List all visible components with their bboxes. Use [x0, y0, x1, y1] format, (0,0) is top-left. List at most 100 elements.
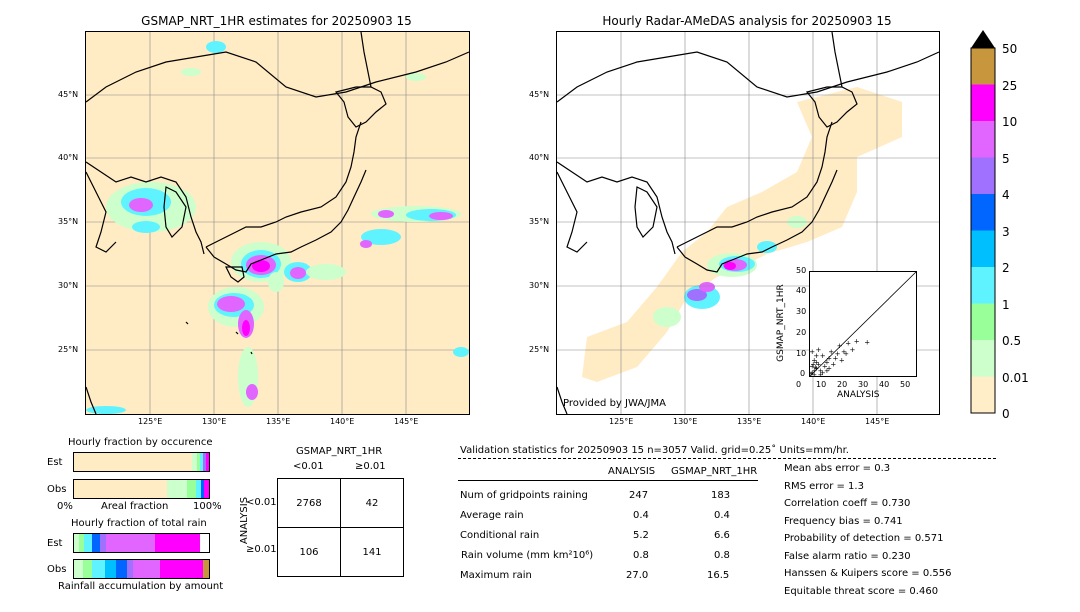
occurrence-axis-right: 100% — [193, 501, 222, 512]
total-rain-row-est: Est — [47, 538, 63, 549]
scatter-y-tick-0: 0 — [800, 369, 806, 378]
cb-label-2: 2 — [1002, 261, 1010, 275]
scatter-point: + — [864, 339, 870, 347]
contingency-row-lt: <0.01 — [246, 497, 277, 508]
stat-label-average: Average rain — [460, 510, 524, 521]
contingency-cell-ge-ge: 141 — [340, 527, 404, 577]
stat-gsmap-average: 0.4 — [714, 510, 730, 521]
contingency-cell-lt-ge: 42 — [340, 478, 404, 528]
score-frequency-bias: Frequency bias = 0.741 — [784, 516, 903, 527]
total-rain-est-bar — [73, 533, 210, 553]
scatter-x-tick-0: 0 — [796, 380, 802, 389]
stat-label-conditional: Conditional rain — [460, 530, 540, 541]
occurrence-obs-bar — [73, 479, 210, 499]
stat-analysis-maximum: 27.0 — [626, 570, 649, 581]
left-lon-140: 140°E — [330, 417, 355, 426]
score-ets: Equitable threat score = 0.460 — [784, 586, 939, 597]
stat-label-gridpoints: Num of gridpoints raining — [460, 490, 588, 501]
left-lat-30: 30°N — [58, 281, 79, 290]
total-rain-caption: Rainfall accumulation by amount — [58, 581, 224, 592]
right-lon-125: 125°E — [609, 417, 634, 426]
right-map: +++++++++++++++++++++++++++++++++++ Prov… — [556, 31, 940, 415]
occurrence-axis-left: 0% — [57, 501, 73, 512]
right-coastline — [557, 32, 939, 414]
scatter-point: + — [839, 356, 845, 364]
colorbar-block — [971, 230, 995, 268]
scatter-point: + — [813, 358, 819, 366]
stat-gsmap-volume: 0.8 — [714, 550, 730, 561]
colorbar-block — [971, 340, 995, 377]
contingency-col-header: GSMAP_NRT_1HR — [296, 446, 383, 457]
scatter-point: + — [811, 367, 817, 375]
stat-analysis-gridpoints: 247 — [629, 490, 649, 501]
right-lat-30: 30°N — [529, 281, 550, 290]
scatter-point: + — [811, 371, 817, 376]
occurrence-est-bar — [73, 452, 210, 472]
right-lon-140: 140°E — [801, 417, 826, 426]
cb-label-0: 0 — [1002, 407, 1010, 421]
contingency-cell-lt-lt: 2768 — [277, 478, 341, 528]
stat-gsmap-conditional: 6.6 — [714, 530, 730, 541]
right-lat-45: 45°N — [529, 90, 550, 99]
left-lat-25: 25°N — [58, 345, 79, 354]
score-far: False alarm ratio = 0.230 — [784, 551, 911, 562]
stat-analysis-average: 0.4 — [633, 510, 649, 521]
left-lat-35: 35°N — [58, 217, 79, 226]
scatter-point: + — [811, 356, 817, 364]
scatter-point: + — [830, 361, 836, 369]
scatter-point: + — [837, 342, 843, 350]
validation-col-gsmap: GSMAP_NRT_1HR — [671, 466, 758, 477]
scatter-point: + — [818, 371, 824, 376]
stat-gsmap-gridpoints: 183 — [711, 490, 731, 501]
occurrence-axis-mid: Areal fraction — [101, 501, 169, 512]
scatter-point: + — [812, 364, 818, 372]
scatter-point: + — [810, 361, 816, 369]
colorbar-block — [971, 121, 995, 158]
scatter-point: + — [820, 352, 826, 360]
left-map — [85, 31, 470, 415]
colorbar-block — [971, 157, 995, 195]
colorbar-block — [971, 84, 995, 122]
scatter-point: + — [843, 350, 849, 358]
left-lat-40: 40°N — [58, 153, 79, 162]
scatter-point: + — [833, 354, 839, 362]
left-rain-patches — [86, 41, 469, 414]
scatter-point: + — [854, 338, 860, 346]
right-lat-25: 25°N — [529, 345, 550, 354]
scatter-x-tick-40: 40 — [879, 380, 890, 389]
cb-label-0-5: 0.5 — [1002, 334, 1022, 348]
cb-label-3: 3 — [1002, 225, 1010, 239]
right-analysis-area — [582, 87, 902, 382]
stat-analysis-conditional: 5.2 — [633, 530, 649, 541]
stat-label-volume: Rain volume (mm km²10⁶) — [461, 550, 594, 561]
score-hk: Hanssen & Kuipers score = 0.556 — [784, 568, 952, 579]
scatter-x-tick-20: 20 — [837, 380, 848, 389]
left-lat-45: 45°N — [58, 90, 79, 99]
contingency-row-ge: ≥0.01 — [246, 544, 277, 555]
scatter-xlabel: ANALYSIS — [837, 390, 880, 400]
right-lon-145: 145°E — [865, 417, 890, 426]
scatter-point: + — [845, 340, 851, 348]
left-coastline — [86, 32, 469, 414]
scatter-point: + — [816, 346, 822, 354]
scatter-point: + — [826, 354, 832, 362]
left-lon-135: 135°E — [266, 417, 291, 426]
right-lon-130: 130°E — [673, 417, 698, 426]
scatter-point: + — [810, 369, 815, 376]
score-pod: Probability of detection = 0.571 — [784, 533, 944, 544]
cb-label-25: 25 — [1002, 79, 1018, 93]
scatter-point: + — [826, 365, 832, 373]
scatter-x-tick-50: 50 — [900, 380, 911, 389]
scatter-point: + — [816, 361, 822, 369]
occurrence-title: Hourly fraction by occurence — [68, 437, 213, 448]
score-correlation: Correlation coeff = 0.730 — [784, 498, 911, 509]
scatter-point: + — [822, 363, 828, 371]
left-lon-125: 125°E — [138, 417, 163, 426]
scatter-y-tick-40: 40 — [796, 286, 807, 295]
stat-label-maximum: Maximum rain — [460, 570, 532, 581]
scatter-ylabel: GSMAP_NRT_1HR — [775, 284, 786, 362]
scatter-point: + — [810, 370, 814, 376]
scatter-point: + — [841, 348, 847, 356]
occurrence-row-obs: Obs — [47, 484, 67, 495]
scatter-x-tick-30: 30 — [858, 380, 869, 389]
